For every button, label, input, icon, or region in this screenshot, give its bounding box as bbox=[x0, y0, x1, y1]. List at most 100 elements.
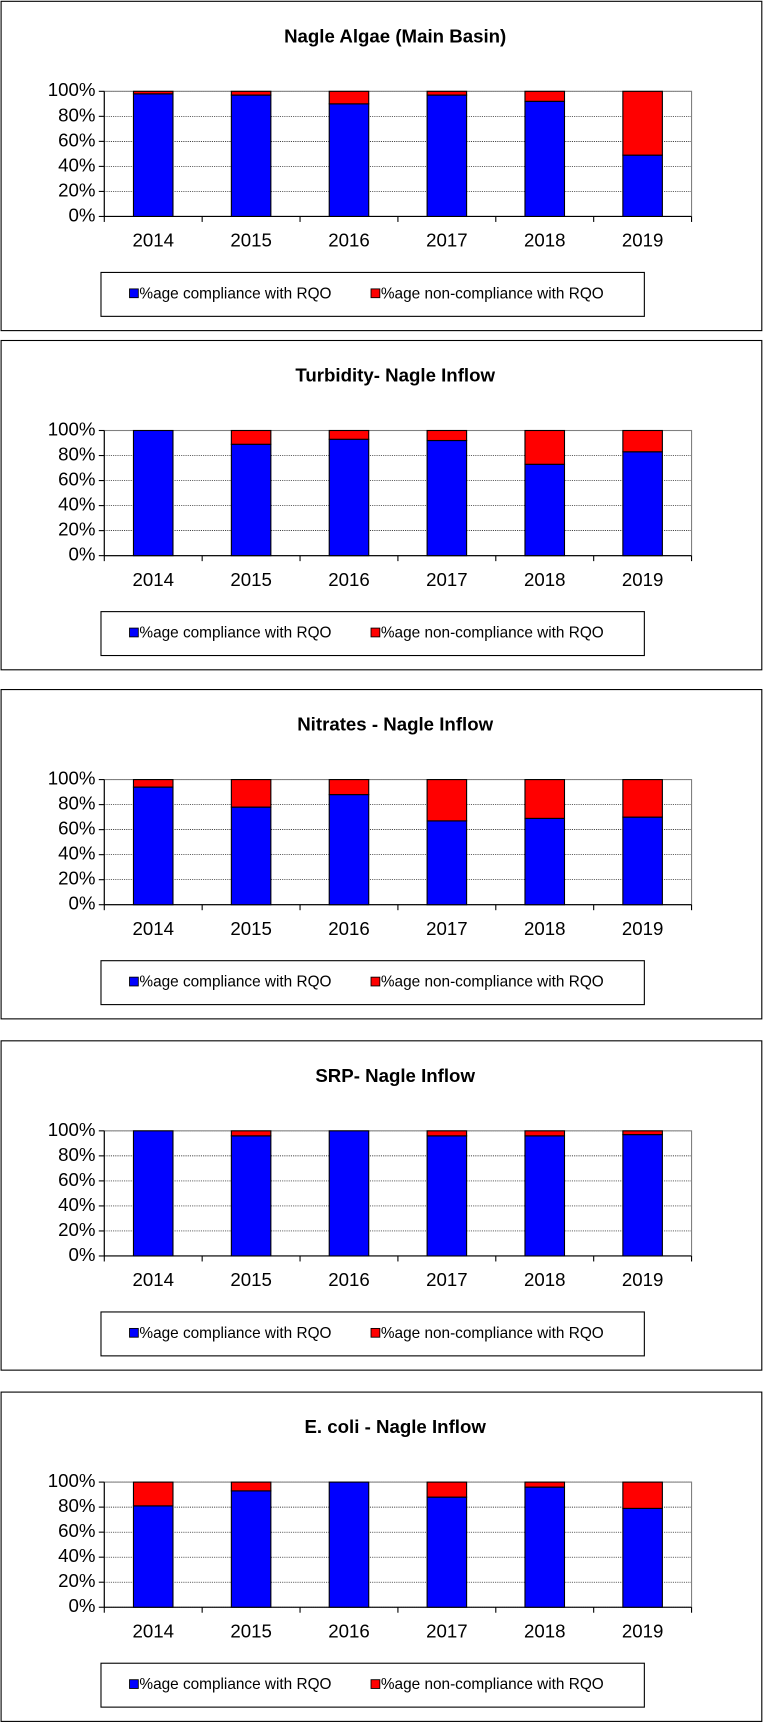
bar-segment bbox=[622, 779, 663, 818]
x-tick-label: 2017 bbox=[426, 918, 468, 939]
bar-segment bbox=[622, 1507, 663, 1608]
bar-segment bbox=[524, 1130, 566, 1137]
bar-segment bbox=[230, 443, 272, 557]
bar-segment bbox=[132, 429, 174, 557]
legend-label: %age non-compliance with RQO bbox=[381, 1676, 604, 1693]
panel-border bbox=[0, 1040, 763, 1371]
legend-box bbox=[100, 960, 645, 1006]
chart-title: Turbidity- Nagle Inflow bbox=[295, 365, 495, 386]
bar-segment bbox=[426, 94, 468, 218]
y-tick-label: 60% bbox=[58, 1520, 95, 1541]
legend-swatch bbox=[129, 627, 139, 638]
bar-segment bbox=[230, 1135, 272, 1257]
panel-border bbox=[0, 1391, 763, 1722]
y-tick-label: 100% bbox=[48, 79, 96, 100]
x-tick-label: 2019 bbox=[622, 230, 664, 251]
x-tick-label: 2017 bbox=[426, 1269, 468, 1290]
bar-segment bbox=[328, 90, 370, 105]
y-tick-label: 60% bbox=[58, 468, 95, 489]
y-tick-label: 40% bbox=[58, 1545, 95, 1566]
bar-segment bbox=[132, 779, 174, 788]
bar-segment bbox=[328, 1481, 370, 1608]
legend-box bbox=[100, 611, 645, 657]
y-tick-label: 80% bbox=[58, 104, 95, 125]
bar-segment bbox=[426, 90, 468, 96]
x-tick-label: 2016 bbox=[328, 230, 370, 251]
y-tick-label: 0% bbox=[69, 204, 96, 225]
bar-segment bbox=[230, 806, 272, 906]
x-tick-label: 2016 bbox=[328, 1269, 370, 1290]
bar-segment bbox=[230, 1130, 272, 1137]
bar-segment bbox=[328, 1130, 370, 1257]
y-tick-label: 60% bbox=[58, 1169, 95, 1190]
plot-area bbox=[103, 429, 693, 557]
y-tick-label: 0% bbox=[69, 1595, 96, 1616]
bar-segment bbox=[524, 1135, 566, 1257]
legend-label: %age compliance with RQO bbox=[139, 974, 331, 991]
legend-swatch bbox=[370, 627, 381, 638]
x-tick-label: 2019 bbox=[622, 1269, 664, 1290]
bar-segment bbox=[230, 779, 272, 808]
legend-swatch bbox=[129, 1679, 139, 1689]
y-tick-label: 20% bbox=[58, 1570, 95, 1591]
legend-swatch bbox=[129, 1327, 139, 1338]
chart-title: SRP- Nagle Inflow bbox=[315, 1065, 475, 1086]
bar-segment bbox=[426, 1130, 468, 1137]
bar-segment bbox=[426, 429, 468, 442]
x-tick-label: 2019 bbox=[622, 918, 664, 939]
x-tick-label: 2015 bbox=[230, 230, 272, 251]
bar-segment bbox=[622, 1130, 663, 1136]
bar-segment bbox=[524, 463, 566, 557]
bar-segment bbox=[524, 429, 566, 465]
bar-segment bbox=[328, 779, 370, 796]
y-tick-label: 0% bbox=[69, 544, 96, 565]
bar-segment bbox=[524, 817, 566, 906]
legend-swatch bbox=[129, 976, 139, 987]
legend-label: %age non-compliance with RQO bbox=[381, 974, 604, 991]
legend-swatch bbox=[370, 976, 381, 987]
x-tick-label: 2014 bbox=[132, 1269, 174, 1290]
legend-swatch bbox=[370, 288, 381, 299]
y-tick-label: 20% bbox=[58, 179, 95, 200]
x-tick-label: 2015 bbox=[230, 1620, 272, 1641]
bar-segment bbox=[230, 94, 272, 218]
legend-box bbox=[100, 271, 645, 317]
y-tick-label: 80% bbox=[58, 793, 95, 814]
x-tick-label: 2017 bbox=[426, 1620, 468, 1641]
legend-box bbox=[100, 1662, 645, 1708]
bar-segment bbox=[132, 1130, 174, 1257]
x-tick-label: 2018 bbox=[524, 230, 566, 251]
bar-segment bbox=[328, 438, 370, 557]
x-tick-label: 2018 bbox=[524, 1620, 566, 1641]
x-tick-label: 2017 bbox=[426, 230, 468, 251]
legend-box bbox=[100, 1311, 645, 1357]
x-tick-label: 2018 bbox=[524, 569, 566, 590]
y-tick-label: 100% bbox=[48, 418, 96, 439]
panel-border bbox=[0, 339, 763, 671]
y-tick-label: 100% bbox=[48, 1470, 96, 1491]
bar-segment bbox=[328, 794, 370, 906]
x-tick-label: 2016 bbox=[328, 918, 370, 939]
y-tick-label: 100% bbox=[48, 1119, 96, 1140]
y-tick-label: 80% bbox=[58, 443, 95, 464]
bar-segment bbox=[622, 429, 663, 453]
plot-area bbox=[103, 779, 693, 906]
bar-segment bbox=[426, 1135, 468, 1257]
bar-segment bbox=[132, 90, 174, 95]
x-tick-label: 2014 bbox=[132, 230, 174, 251]
legend-label: %age compliance with RQO bbox=[139, 285, 331, 302]
y-tick-label: 0% bbox=[69, 1244, 96, 1265]
chart-title: Nitrates - Nagle Inflow bbox=[297, 714, 493, 735]
x-tick-label: 2016 bbox=[328, 1620, 370, 1641]
bar-segment bbox=[328, 429, 370, 440]
plot-area bbox=[103, 90, 693, 218]
bar-segment bbox=[622, 451, 663, 557]
bar-segment bbox=[132, 1505, 174, 1608]
chart-title: Nagle Algae (Main Basin) bbox=[284, 25, 506, 46]
panel-border bbox=[0, 0, 763, 332]
y-tick-label: 60% bbox=[58, 129, 95, 150]
legend-label: %age compliance with RQO bbox=[139, 625, 331, 642]
panel-border bbox=[0, 689, 763, 1020]
y-tick-label: 80% bbox=[58, 1495, 95, 1516]
